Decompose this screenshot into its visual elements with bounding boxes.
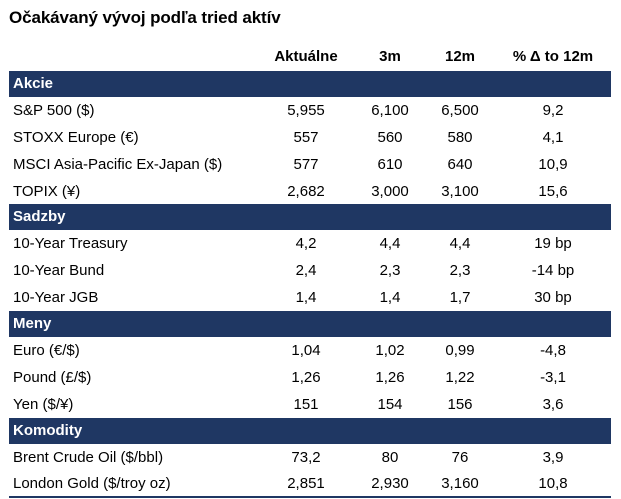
cell-delta: 10,9 bbox=[538, 156, 568, 173]
cell-12m: 640 bbox=[447, 156, 473, 173]
cell-3m: 1,02 bbox=[375, 342, 405, 359]
cell-current: 1,4 bbox=[295, 289, 317, 306]
row-label: London Gold ($/troy oz) bbox=[13, 475, 171, 492]
section-header-meny: Meny bbox=[9, 311, 611, 337]
cell-12m: 1,7 bbox=[449, 289, 471, 306]
cell-3m: 80 bbox=[381, 449, 399, 466]
bottom-border bbox=[9, 496, 611, 498]
cell-current: 151 bbox=[293, 396, 319, 413]
cell-3m: 1,26 bbox=[375, 369, 405, 386]
cell-delta: -4,8 bbox=[540, 342, 566, 359]
header-12m: 12m bbox=[444, 48, 476, 65]
row-label: Yen ($/¥) bbox=[13, 396, 74, 413]
cell-current: 2,4 bbox=[295, 262, 317, 279]
cell-3m: 3,000 bbox=[371, 183, 409, 200]
row-label: TOPIX (¥) bbox=[13, 183, 81, 200]
row-label: 10-Year JGB bbox=[13, 289, 99, 306]
cell-12m: 6,500 bbox=[441, 102, 479, 119]
cell-delta: -3,1 bbox=[540, 369, 566, 386]
cell-current: 73,2 bbox=[291, 449, 321, 466]
cell-current: 2,851 bbox=[287, 475, 325, 492]
row-label: S&P 500 ($) bbox=[13, 102, 95, 119]
cell-delta: 3,9 bbox=[542, 449, 564, 466]
page-title: Očakávaný vývoj podľa tried aktív bbox=[9, 8, 281, 27]
cell-3m: 2,3 bbox=[379, 262, 401, 279]
cell-3m: 154 bbox=[377, 396, 403, 413]
cell-3m: 560 bbox=[377, 129, 403, 146]
cell-current: 4,2 bbox=[295, 235, 317, 252]
header-3m: 3m bbox=[379, 48, 401, 65]
header-delta: % Δ to 12m bbox=[512, 48, 594, 65]
row-label: MSCI Asia-Pacific Ex-Japan ($) bbox=[13, 156, 223, 173]
row-label: Brent Crude Oil ($/bbl) bbox=[13, 449, 164, 466]
cell-delta: -14 bp bbox=[531, 262, 575, 279]
row-label: Euro (€/$) bbox=[13, 342, 80, 359]
cell-3m: 6,100 bbox=[371, 102, 409, 119]
section-header-sadzby: Sadzby bbox=[9, 204, 611, 230]
cell-12m: 3,160 bbox=[441, 475, 479, 492]
cell-12m: 3,100 bbox=[441, 183, 479, 200]
cell-delta: 3,6 bbox=[542, 396, 564, 413]
cell-current: 1,04 bbox=[291, 342, 321, 359]
cell-3m: 610 bbox=[377, 156, 403, 173]
cell-delta: 10,8 bbox=[538, 475, 568, 492]
cell-current: 1,26 bbox=[291, 369, 321, 386]
cell-current: 557 bbox=[293, 129, 319, 146]
cell-12m: 156 bbox=[447, 396, 473, 413]
cell-current: 2,682 bbox=[287, 183, 325, 200]
cell-3m: 4,4 bbox=[379, 235, 401, 252]
row-label: Pound (£/$) bbox=[13, 369, 92, 386]
cell-12m: 1,22 bbox=[445, 369, 475, 386]
cell-delta: 15,6 bbox=[538, 183, 568, 200]
cell-current: 5,955 bbox=[287, 102, 325, 119]
cell-delta: 19 bp bbox=[534, 235, 572, 252]
cell-3m: 1,4 bbox=[379, 289, 401, 306]
row-label: 10-Year Treasury bbox=[13, 235, 128, 252]
cell-12m: 76 bbox=[451, 449, 469, 466]
cell-delta: 4,1 bbox=[542, 129, 564, 146]
row-label: STOXX Europe (€) bbox=[13, 129, 139, 146]
header-current: Aktuálne bbox=[274, 48, 338, 65]
cell-12m: 580 bbox=[447, 129, 473, 146]
cell-delta: 9,2 bbox=[542, 102, 564, 119]
section-header-akcie: Akcie bbox=[9, 71, 611, 97]
cell-delta: 30 bp bbox=[534, 289, 572, 306]
cell-12m: 2,3 bbox=[449, 262, 471, 279]
cell-12m: 0,99 bbox=[445, 342, 475, 359]
cell-current: 577 bbox=[293, 156, 319, 173]
row-label: 10-Year Bund bbox=[13, 262, 105, 279]
cell-12m: 4,4 bbox=[449, 235, 471, 252]
section-header-komodity: Komodity bbox=[9, 418, 611, 444]
cell-3m: 2,930 bbox=[371, 475, 409, 492]
